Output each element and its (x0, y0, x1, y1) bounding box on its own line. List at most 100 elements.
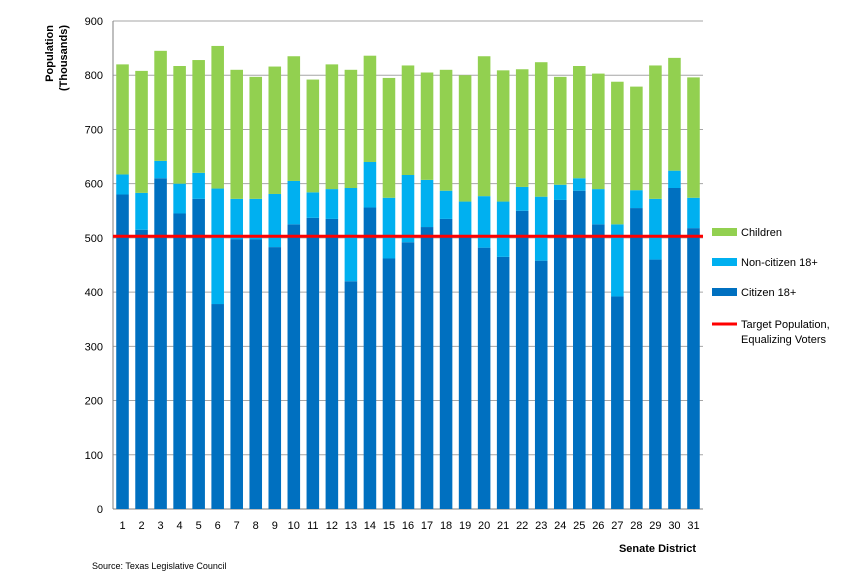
bar-segment-citizen-18--28 (630, 208, 643, 510)
bar-segment-non-citizen-18--22 (515, 186, 529, 211)
y-tick-label: 700 (85, 124, 103, 136)
x-tick-label: 4 (177, 520, 183, 532)
bar-segment-non-citizen-18--23 (534, 196, 548, 261)
y-tick-label: 800 (85, 70, 103, 82)
bar-segment-children-17 (420, 72, 434, 180)
y-tick-label: 600 (85, 179, 103, 191)
bar-segment-citizen-18--21 (496, 256, 510, 509)
bar-segment-citizen-18--19 (458, 235, 472, 509)
x-tick-label: 11 (307, 520, 318, 532)
bar-segment-non-citizen-18--12 (325, 189, 339, 219)
bar-segment-children-31 (687, 77, 700, 198)
legend-swatch-non-citizen-18- (712, 258, 737, 266)
x-tick-label: 31 (687, 520, 699, 532)
x-tick-label: 29 (649, 520, 661, 532)
bar-segment-non-citizen-18--20 (477, 196, 491, 248)
bar-segment-non-citizen-18--5 (192, 172, 205, 199)
bar-segment-citizen-18--1 (116, 194, 129, 509)
legend-label-target-line2: Equalizing Voters (741, 334, 826, 346)
legend-swatch-citizen-18- (712, 288, 737, 296)
x-tick-label: 25 (573, 520, 585, 532)
x-tick-label: 23 (535, 520, 547, 532)
bar-segment-non-citizen-18--30 (668, 170, 681, 189)
x-tick-label: 5 (196, 520, 202, 532)
bar-segment-citizen-18--7 (230, 239, 243, 509)
x-tick-label: 2 (138, 520, 144, 532)
x-tick-label: 3 (158, 520, 164, 532)
bar-segment-citizen-18--11 (306, 217, 320, 509)
bar-segment-non-citizen-18--31 (687, 197, 700, 229)
y-axis-title-line2: (Thousands) (58, 25, 70, 91)
bar-segment-non-citizen-18--27 (611, 224, 624, 297)
bar-segment-children-27 (611, 81, 624, 225)
bar-segment-citizen-18--14 (363, 207, 377, 509)
bar-segment-non-citizen-18--8 (249, 198, 263, 240)
bar-segment-children-20 (477, 56, 491, 197)
bar-segment-citizen-18--30 (668, 188, 681, 509)
bar-segment-children-19 (458, 75, 472, 202)
source-note: Source: Texas Legislative Council (92, 561, 227, 571)
y-axis-title-line1: Population (44, 25, 56, 82)
bar-segment-children-16 (401, 65, 415, 175)
x-tick-label: 12 (326, 520, 338, 532)
bar-segment-children-12 (325, 64, 339, 190)
x-tick-label: 14 (364, 520, 376, 532)
bar-segment-non-citizen-18--28 (630, 190, 643, 209)
bar-segment-non-citizen-18--2 (135, 192, 148, 230)
bar-segment-citizen-18--9 (268, 247, 282, 509)
x-tick-label: 30 (668, 520, 680, 532)
bar-segment-children-2 (135, 70, 148, 193)
bar-segment-citizen-18--5 (192, 198, 205, 510)
bar-segment-children-6 (211, 45, 224, 189)
bar-segment-citizen-18--10 (287, 224, 301, 510)
bar-segment-children-29 (649, 65, 662, 199)
bar-segment-citizen-18--16 (401, 242, 415, 509)
x-tick-label: 6 (215, 520, 221, 532)
x-tick-label: 7 (234, 520, 240, 532)
bar-segment-citizen-18--24 (553, 199, 567, 509)
y-tick-label: 400 (85, 287, 103, 299)
bar-segment-citizen-18--17 (420, 227, 434, 510)
bar-segment-citizen-18--12 (325, 218, 339, 509)
x-tick-label: 16 (402, 520, 414, 532)
x-tick-label: 1 (119, 520, 125, 532)
bar-segment-non-citizen-18--25 (573, 178, 586, 191)
bar-segment-children-9 (268, 66, 282, 194)
x-axis-title: Senate District (619, 543, 696, 555)
x-tick-label: 22 (516, 520, 528, 532)
bars (116, 45, 700, 510)
bar-segment-non-citizen-18--1 (116, 174, 129, 195)
x-tick-label: 27 (611, 520, 623, 532)
bar-segment-children-24 (553, 76, 567, 185)
x-tick-label: 17 (421, 520, 433, 532)
x-tick-label: 21 (497, 520, 509, 532)
bar-segment-children-3 (154, 50, 167, 161)
bar-segment-children-21 (496, 70, 510, 202)
bar-segment-non-citizen-18--9 (268, 193, 282, 248)
x-tick-label: 8 (253, 520, 259, 532)
legend-label-citizen-18-: Citizen 18+ (741, 287, 796, 299)
bar-segment-citizen-18--20 (477, 247, 491, 509)
bar-segment-non-citizen-18--16 (401, 174, 415, 243)
bar-segment-citizen-18--27 (611, 296, 624, 509)
bar-segment-children-22 (515, 69, 529, 187)
bar-segment-children-7 (230, 69, 243, 199)
bar-segment-non-citizen-18--18 (439, 190, 453, 219)
x-tick-labels: 1 2 3 4 5 6 7 8 9 10 11 12 13 14 15 16 17 18 19 20 21 22 23 24 2… (119, 520, 699, 532)
legend-label-target-line1: Target Population, (741, 319, 830, 331)
x-tick-label: 15 (383, 520, 395, 532)
x-tick-label: 9 (272, 520, 278, 532)
bar-segment-citizen-18--18 (439, 218, 453, 509)
bar-segment-citizen-18--8 (249, 239, 263, 509)
y-tick-label: 100 (85, 450, 103, 462)
bar-segment-citizen-18--29 (649, 259, 662, 509)
y-tick-label: 0 (97, 504, 103, 516)
bar-segment-non-citizen-18--13 (344, 188, 358, 282)
bar-segment-non-citizen-18--17 (420, 179, 434, 228)
bar-segment-citizen-18--23 (534, 260, 548, 509)
y-tick-label: 500 (85, 233, 103, 245)
y-tick-label: 900 (85, 16, 103, 28)
bar-segment-children-4 (173, 66, 186, 184)
bar-segment-citizen-18--6 (211, 304, 224, 509)
